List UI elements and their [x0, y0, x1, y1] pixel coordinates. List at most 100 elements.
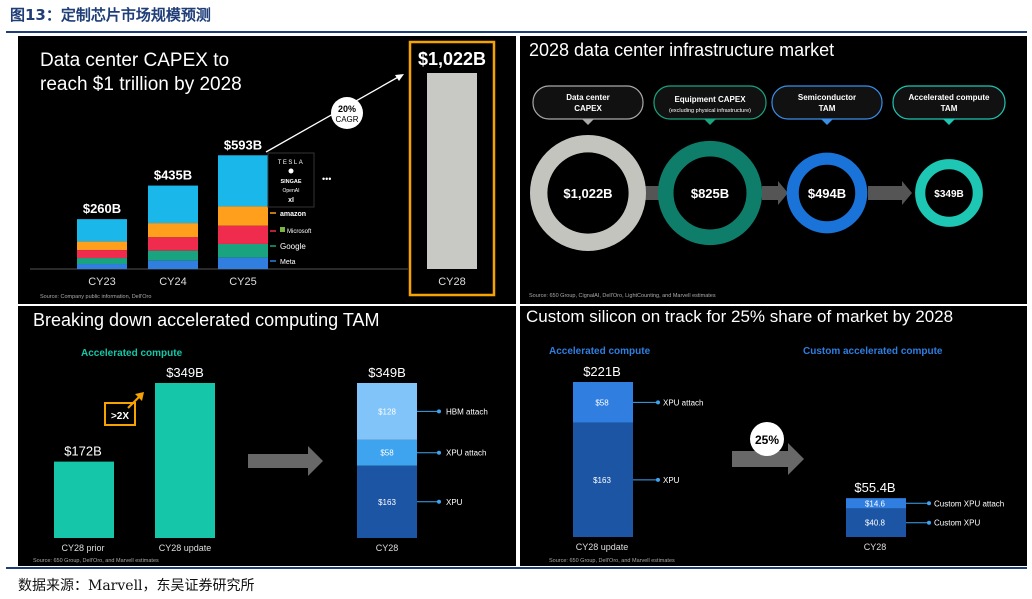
- custom-breakdown-xpu-attach-value: $14.6: [865, 499, 886, 508]
- infrastructure-chart: 2028 data center infrastructure market D…: [529, 40, 1006, 299]
- label-capex-pointer: [582, 119, 594, 125]
- custom-xpu-arrow-dot: [656, 477, 660, 482]
- cy23-segment-microsoft: [77, 250, 127, 259]
- label-semiconductor-line1: Semiconductor: [798, 93, 856, 102]
- cy25-value-label: $593B: [224, 137, 262, 152]
- capex-chart: Data center CAPEX to reach $1 trillion b…: [30, 40, 496, 300]
- cy23-value-label: $260B: [83, 201, 121, 216]
- figure-source: 数据来源：Marvell，东吴证券研究所: [18, 578, 255, 594]
- ring-accelerated-tam: [915, 159, 983, 227]
- custom-silicon-source: Source: 650 Group, Dell'Oro, and Marvell…: [549, 558, 675, 564]
- funnel-arrow-3: [868, 181, 912, 205]
- stargate-logo: SINGAE: [280, 179, 301, 185]
- custom-breakdown-attach-legend: Custom XPU attach: [934, 499, 1004, 508]
- share-arrow: [732, 443, 804, 475]
- microsoft-logo-icon: [280, 227, 285, 232]
- breakdown-total: $349B: [368, 365, 406, 380]
- cy28-prior-bar: [54, 461, 114, 538]
- custom-left-label: Accelerated compute: [549, 346, 651, 357]
- custom-breakdown-xpu-value: $40.8: [865, 519, 886, 528]
- share-badge: [750, 422, 784, 456]
- breakdown-tick: CY28: [376, 543, 399, 553]
- ring-semiconductor-value: $494B: [808, 186, 846, 201]
- custom-xpu-value: $163: [593, 476, 611, 485]
- multiplier-text: >2X: [111, 411, 129, 422]
- accelerated-compute-panel: Breaking down accelerated computing TAM …: [18, 306, 516, 566]
- cy24-segment-amazon: [148, 223, 198, 238]
- xpu-arrow-dot: [437, 499, 441, 504]
- capex-title-line2: reach $1 trillion by 2028: [40, 74, 242, 95]
- cy28-update-value: $349B: [166, 365, 204, 380]
- other-companies-box: [267, 152, 315, 208]
- breakdown-xpu-attach-segment: [357, 439, 417, 466]
- cy24-segment-google: [148, 250, 198, 261]
- hbm-attach-arrow-dot: [437, 409, 441, 414]
- capex-source: Source: Company public information, Dell…: [40, 294, 151, 300]
- breakdown-arrow: [248, 446, 323, 476]
- apple-logo-icon: [288, 168, 294, 174]
- custom-silicon-title: Custom silicon on track for 25% share of…: [526, 307, 953, 326]
- custom-breakdown-xpu-legend: Custom XPU: [934, 519, 980, 528]
- custom-xpu-attach-arrow-dot: [656, 400, 660, 405]
- capex-panel: Data center CAPEX to reach $1 trillion b…: [18, 36, 516, 304]
- ring-equipment-capex: [657, 140, 763, 246]
- xpu-legend: XPU: [446, 498, 463, 507]
- cy25-segment-google: [218, 243, 268, 258]
- custom-breakdown-total: $55.4B: [854, 480, 895, 495]
- figure-title: 图13：定制芯片市场规模预测: [10, 6, 211, 24]
- custom-xpu-attach-legend: XPU attach: [663, 398, 703, 407]
- label-capex: [532, 85, 644, 120]
- cagr-percent: 20%: [338, 104, 356, 114]
- cy24-segment-microsoft: [148, 237, 198, 251]
- cagr-arrowhead: [395, 74, 404, 81]
- accelerated-compute-source: Source: 650 Group, Dell'Oro, and Marvell…: [33, 558, 159, 564]
- cy24-segment-others: [148, 185, 198, 224]
- cy25-tick: CY25: [229, 276, 257, 288]
- openai-logo: OpenAI: [283, 188, 300, 194]
- amazon-logo: amazon: [280, 211, 306, 218]
- xai-logo: xI: [288, 197, 294, 204]
- multiplier-box: [104, 402, 136, 426]
- cy28-bar: [427, 73, 477, 269]
- custom-breakdown-xpu-segment: [846, 508, 906, 537]
- meta-logo: Meta: [280, 259, 296, 266]
- infrastructure-title: 2028 data center infrastructure market: [529, 40, 834, 60]
- breakdown-xpu-value: $163: [378, 498, 396, 507]
- label-semiconductor-pointer: [821, 119, 833, 125]
- cy23-segment-amazon: [77, 241, 127, 251]
- custom-silicon-panel: Custom silicon on track for 25% share of…: [520, 306, 1027, 566]
- cy23-segment-google: [77, 258, 127, 265]
- microsoft-logo: Microsoft: [287, 229, 312, 235]
- share-text: 25%: [755, 433, 779, 447]
- label-semiconductor-line2: TAM: [819, 104, 836, 113]
- cy28-update-tick: CY28 update: [159, 543, 212, 553]
- cy24-value-label: $435B: [154, 168, 192, 183]
- custom-xpu-segment: [573, 422, 633, 537]
- cy28-prior-value: $172B: [64, 444, 102, 459]
- breakdown-hbm-attach-value: $128: [378, 407, 396, 416]
- company-arrows: [270, 212, 276, 262]
- ring-data-center-capex: [530, 134, 646, 251]
- hbm-attach-legend: HBM attach: [446, 407, 488, 416]
- custom-silicon-chart: Custom silicon on track for 25% share of…: [526, 307, 1004, 564]
- custom-xpu-legend: XPU: [663, 476, 680, 485]
- label-accelerated-line2: TAM: [941, 104, 958, 113]
- label-capex-line1: Data center: [566, 93, 610, 102]
- cy23-segment-others: [77, 219, 127, 242]
- bar-cy23: [77, 219, 127, 269]
- label-capex-line2: CAPEX: [574, 104, 602, 113]
- bar-cy25: [218, 155, 268, 269]
- breakdown-xpu-attach-value: $58: [380, 449, 394, 458]
- cy25-segment-amazon: [218, 206, 268, 226]
- accelerated-compute-title: Breaking down accelerated computing TAM: [33, 310, 380, 330]
- more-companies-icon: •••: [322, 174, 331, 184]
- label-equipment-pointer: [704, 119, 716, 125]
- cagr-text: CAGR: [335, 115, 358, 124]
- custom-total-value: $221B: [583, 364, 621, 379]
- ring-semiconductor-tam: [786, 152, 868, 234]
- ring-capex-value: $1,022B: [563, 186, 612, 201]
- label-equipment-line1: Equipment CAPEX: [674, 95, 746, 104]
- cy23-segment-meta: [77, 264, 127, 269]
- custom-right-label: Custom accelerated compute: [803, 346, 943, 357]
- custom-xpu-attach-segment: [573, 382, 633, 423]
